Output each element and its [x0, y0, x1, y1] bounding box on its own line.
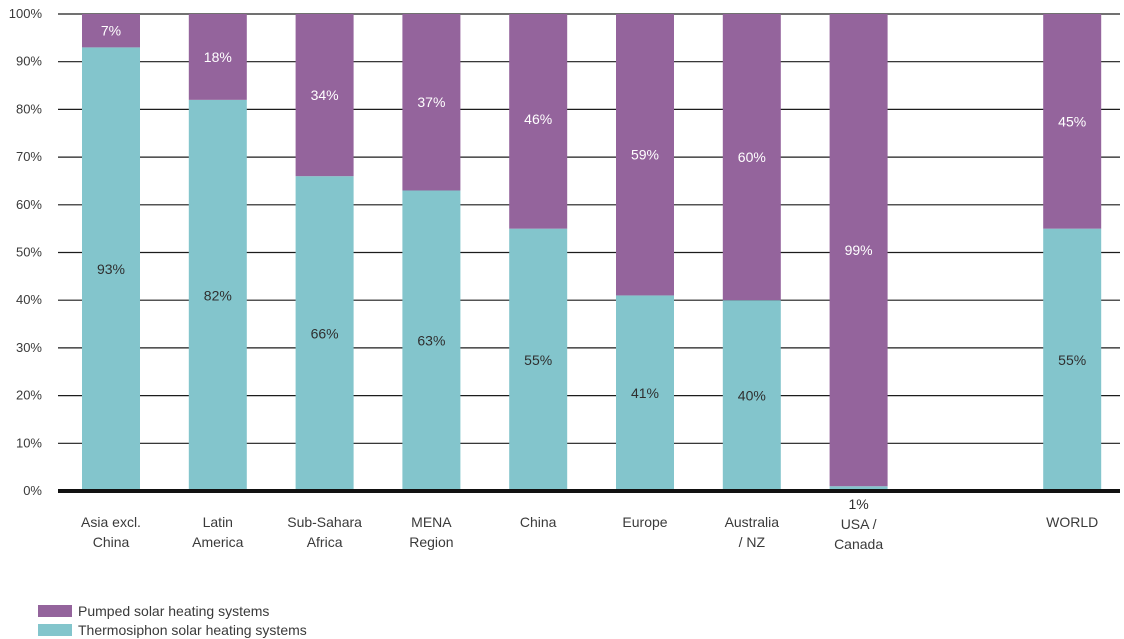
data-label-thermosiphon: 40% [738, 388, 766, 404]
y-tick-label: 90% [16, 54, 42, 69]
bar-thermosiphon [402, 190, 461, 492]
data-label-pumped: 18% [204, 49, 232, 65]
data-label-pumped: 7% [101, 23, 121, 39]
bar-thermosiphon [829, 486, 888, 491]
data-label-thermosiphon: 55% [1058, 352, 1086, 368]
data-label-pumped: 59% [631, 147, 659, 163]
x-category-label: USA / [841, 516, 877, 532]
bar-thermosiphon [1043, 228, 1102, 491]
bar-pumped [829, 14, 888, 487]
x-category-label: Asia excl. [81, 514, 141, 530]
data-label-thermosiphon: 1% [848, 496, 868, 512]
data-label-pumped: 37% [417, 94, 445, 110]
legend-label-pumped: Pumped solar heating systems [78, 602, 270, 619]
x-category-label: / NZ [739, 534, 766, 550]
x-category-label: America [192, 534, 244, 550]
data-label-thermosiphon: 66% [311, 326, 339, 342]
bar-pumped [1043, 14, 1102, 229]
stacked-bar-chart: 0% 10% 20% 30% 40% 50% 60% 70% 80% 90% 100% 93% 7% 82… [9, 6, 1120, 552]
data-label-thermosiphon: 41% [631, 385, 659, 401]
y-tick-label: 80% [16, 101, 42, 116]
data-label-pumped: 60% [738, 149, 766, 165]
y-tick-label: 100% [9, 6, 43, 21]
x-category-label: Canada [834, 536, 883, 552]
data-label-thermosiphon: 55% [524, 352, 552, 368]
bar-thermosiphon [82, 47, 140, 491]
legend-label-thermosiphon: Thermosiphon solar heating systems [78, 621, 307, 638]
y-tick-label: 70% [16, 149, 42, 164]
x-category-label: China [93, 534, 130, 550]
x-category-label: Africa [307, 534, 343, 550]
x-category-label: Australia [725, 514, 780, 530]
x-category-label: Region [409, 534, 453, 550]
bar-thermosiphon [509, 228, 568, 491]
data-label-pumped: 34% [311, 87, 339, 103]
x-category-label: WORLD [1046, 514, 1098, 530]
y-tick-label: 0% [23, 483, 42, 498]
legend: Pumped solar heating systems Thermosipho… [38, 601, 307, 639]
y-tick-label: 40% [16, 292, 42, 307]
y-tick-label: 50% [16, 245, 42, 260]
data-label-pumped: 46% [524, 111, 552, 127]
data-label-pumped: 45% [1058, 113, 1086, 129]
data-label-pumped: 99% [845, 242, 873, 258]
x-category-label: MENA [411, 514, 452, 530]
bar-pumped [616, 14, 674, 296]
legend-swatch-thermosiphon [38, 623, 72, 636]
data-label-thermosiphon: 82% [204, 287, 232, 303]
y-tick-label: 20% [16, 388, 42, 403]
bar-pumped [188, 14, 247, 100]
y-tick-label: 30% [16, 340, 42, 355]
bar-pumped [295, 14, 354, 177]
bar-pumped [402, 14, 461, 191]
bar-pumped [722, 14, 781, 301]
x-category-label: Latin [203, 514, 233, 530]
bar-thermosiphon [616, 295, 674, 491]
legend-item-pumped: Pumped solar heating systems [38, 601, 307, 620]
x-category-label: Sub-Sahara [287, 514, 362, 530]
data-label-thermosiphon: 63% [417, 333, 445, 349]
bar-thermosiphon [188, 99, 247, 492]
bar-pumped [82, 14, 140, 48]
bar-thermosiphon [295, 176, 354, 491]
y-tick-label: 60% [16, 197, 42, 212]
bar-pumped [509, 14, 568, 229]
x-category-label: Europe [622, 514, 667, 530]
data-label-thermosiphon: 93% [97, 261, 125, 277]
x-category-label: China [520, 514, 557, 530]
y-tick-label: 10% [16, 435, 42, 450]
legend-swatch-pumped [38, 604, 72, 617]
bar-thermosiphon [722, 300, 781, 491]
legend-item-thermosiphon: Thermosiphon solar heating systems [38, 620, 307, 639]
